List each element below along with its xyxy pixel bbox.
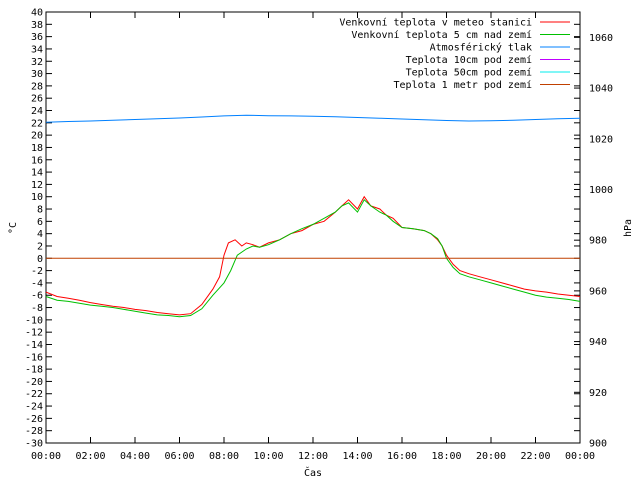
y-left-tick-label: 36 bbox=[31, 32, 43, 43]
y-right-tick-label: 1020 bbox=[589, 134, 613, 145]
x-tick-label: 00:00 bbox=[31, 451, 61, 462]
series-line-venkovni-teplota-v-meteo-stanici bbox=[45, 195, 581, 316]
y-left-tick-label: 2 bbox=[37, 241, 43, 252]
y-left-tick-label: -28 bbox=[25, 426, 43, 437]
y-left-tick-label: 10 bbox=[31, 192, 43, 203]
y-right-tick-label: 1040 bbox=[589, 84, 613, 95]
x-axis: 00:00 02:00 04:00 06:00 08:00 10:00 12:00 14:00… bbox=[31, 12, 595, 462]
x-axis-label: Čas bbox=[304, 466, 322, 479]
y-right-tick-label: 1000 bbox=[589, 185, 613, 196]
y-left-tick-label: 26 bbox=[31, 94, 43, 105]
series-group bbox=[45, 114, 581, 318]
y-left-tick-label: -10 bbox=[25, 315, 43, 326]
y-left-tick-label: -20 bbox=[25, 377, 43, 388]
y-left-tick-label: -8 bbox=[31, 303, 43, 314]
x-tick-label: 12:00 bbox=[298, 451, 328, 462]
y-left-tick-label: 4 bbox=[37, 229, 43, 240]
y-axis-right-label: hPa bbox=[623, 219, 634, 237]
y-left-tick-label: 32 bbox=[31, 57, 43, 68]
x-tick-label: 08:00 bbox=[209, 451, 239, 462]
y-left-tick-label: -26 bbox=[25, 414, 43, 425]
legend-label: Teplota 10cm pod zemí bbox=[406, 54, 532, 66]
legend-label: Teplota 50cm pod zemí bbox=[406, 67, 532, 79]
y-left-tick-label: -12 bbox=[25, 328, 43, 339]
y-left-tick-label: 30 bbox=[31, 69, 43, 80]
y-left-tick-label: -4 bbox=[31, 278, 43, 289]
y-left-tick-label: 38 bbox=[31, 20, 43, 31]
y-left-tick-label: 12 bbox=[31, 180, 43, 191]
right-axis: 1060 1040 1020 1000 980 960 940 920 900 bbox=[574, 33, 613, 450]
y-left-tick-label: 34 bbox=[31, 44, 43, 55]
y-left-tick-label: 8 bbox=[37, 205, 43, 216]
y-left-tick-label: -6 bbox=[31, 291, 43, 302]
x-tick-label: 04:00 bbox=[120, 451, 150, 462]
legend-label: Teplota 1 metr pod zemí bbox=[394, 79, 532, 91]
legend: Venkovní teplota v meteo staniciVenkovní… bbox=[339, 17, 570, 91]
left-axis: 4038363432302826242220181614121086420-2-… bbox=[25, 8, 580, 450]
y-left-tick-label: -16 bbox=[25, 352, 43, 363]
x-tick-label: 10:00 bbox=[253, 451, 283, 462]
y-left-tick-label: -22 bbox=[25, 389, 43, 400]
y-right-tick-label: 960 bbox=[589, 286, 607, 297]
y-left-tick-label: 6 bbox=[37, 217, 43, 228]
series-line-atmosfericky-tlak bbox=[45, 114, 581, 123]
y-right-tick-label: 940 bbox=[589, 337, 607, 348]
x-tick-label: 02:00 bbox=[75, 451, 105, 462]
legend-label: Venkovní teplota v meteo stanici bbox=[339, 17, 532, 29]
y-right-tick-label: 900 bbox=[589, 439, 607, 450]
x-tick-label: 06:00 bbox=[164, 451, 194, 462]
y-right-tick-label: 1060 bbox=[589, 33, 613, 44]
y-axis-left-label: °C bbox=[8, 222, 19, 234]
y-left-tick-label: 20 bbox=[31, 131, 43, 142]
x-tick-label: 16:00 bbox=[387, 451, 417, 462]
y-left-tick-label: 18 bbox=[31, 143, 43, 154]
x-tick-label: 20:00 bbox=[476, 451, 506, 462]
legend-label: Atmosférický tlak bbox=[430, 42, 532, 54]
y-left-tick-label: 22 bbox=[31, 118, 43, 129]
y-left-tick-label: 16 bbox=[31, 155, 43, 166]
x-tick-label: 00:00 bbox=[565, 451, 595, 462]
y-left-tick-label: 24 bbox=[31, 106, 43, 117]
x-tick-label: 18:00 bbox=[431, 451, 461, 462]
y-left-tick-label: -2 bbox=[31, 266, 43, 277]
legend-label: Venkovní teplota 5 cm nad zemí bbox=[351, 29, 532, 41]
y-left-tick-label: 0 bbox=[37, 254, 43, 265]
series-line-venkovni-teplota-5-cm-nad-zemi bbox=[45, 198, 581, 318]
y-left-tick-label: 40 bbox=[31, 8, 43, 19]
y-right-tick-label: 980 bbox=[589, 236, 607, 247]
x-tick-label: 22:00 bbox=[520, 451, 550, 462]
y-right-tick-label: 920 bbox=[589, 388, 607, 399]
y-left-tick-label: 14 bbox=[31, 168, 43, 179]
y-left-tick-label: -30 bbox=[25, 439, 43, 450]
y-left-tick-label: -14 bbox=[25, 340, 43, 351]
y-left-tick-label: -24 bbox=[25, 402, 43, 413]
y-left-tick-label: -18 bbox=[25, 365, 43, 376]
y-left-tick-label: 28 bbox=[31, 81, 43, 92]
x-tick-label: 14:00 bbox=[342, 451, 372, 462]
